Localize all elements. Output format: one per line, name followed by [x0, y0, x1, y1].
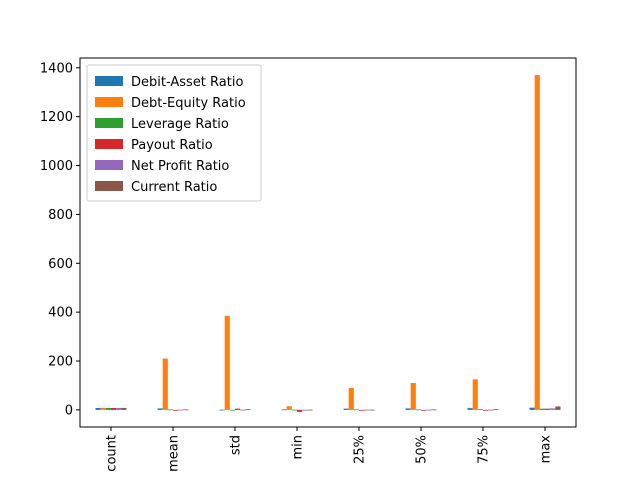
bar-net-profit-ratio-max: [550, 408, 556, 410]
legend-swatch-current-ratio: [95, 181, 123, 191]
legend-swatch-leverage-ratio: [95, 118, 123, 128]
y-tick-label: 0: [65, 403, 73, 418]
bar-debt-equity-ratio-75: [472, 379, 478, 410]
y-tick-label: 200: [48, 355, 73, 370]
bar-debt-equity-ratio-count: [100, 407, 106, 410]
bar-payout-ratio-std: [235, 408, 241, 410]
y-tick-label: 800: [48, 208, 73, 223]
bar-leverage-ratio-mean: [167, 409, 173, 411]
x-tick-label-50: 50%: [415, 435, 430, 464]
bar-net-profit-ratio-75: [488, 409, 494, 411]
legend: Debit-Asset Ratio Debt-Equity Ratio Levera…: [86, 64, 262, 202]
legend-frame: [86, 64, 262, 202]
bar-payout-ratio-min: [297, 409, 303, 412]
bar-debit-asset-ratio-count: [95, 407, 101, 410]
bar-net-profit-ratio-count: [116, 407, 122, 410]
bar-payout-ratio-25: [359, 409, 365, 411]
bar-current-ratio-25: [369, 409, 375, 411]
plot-frame: [79, 57, 577, 428]
bar-debt-equity-ratio-max: [534, 75, 540, 410]
bar-payout-ratio-max: [545, 408, 551, 410]
legend-label-debt-equity-ratio: Debt-Equity Ratio: [131, 96, 246, 111]
bar-debt-equity-ratio-mean: [162, 358, 168, 410]
bar-current-ratio-max: [555, 406, 561, 410]
legend-swatch-net-profit-ratio: [95, 160, 123, 170]
x-tick-label-max: max: [539, 435, 554, 464]
x-tick-label-count: count: [105, 435, 120, 472]
legend-label-debit-asset-ratio: Debit-Asset Ratio: [131, 75, 243, 90]
bar-leverage-ratio-std: [229, 409, 235, 411]
bar-payout-ratio-mean: [173, 409, 179, 411]
x-axis: count mean std min 25% 50% 75% max: [105, 427, 554, 472]
bar-leverage-ratio-max: [539, 408, 545, 410]
legend-swatch-debit-asset-ratio: [95, 76, 123, 86]
bar-debit-asset-ratio-50: [405, 408, 411, 410]
bar-current-ratio-min: [307, 409, 313, 411]
bar-leverage-ratio-50: [415, 409, 421, 411]
bar-debt-equity-ratio-std: [224, 315, 230, 410]
bars-layer: [95, 75, 561, 412]
legend-swatch-payout-ratio: [95, 139, 123, 149]
bar-current-ratio-mean: [183, 409, 189, 411]
bar-payout-ratio-75: [483, 409, 489, 411]
x-tick-label-min: min: [291, 435, 306, 460]
bar-debit-asset-ratio-min: [281, 409, 287, 411]
y-tick-label: 400: [48, 306, 73, 321]
y-tick-label: 1000: [40, 159, 73, 174]
bar-debt-equity-ratio-min: [286, 406, 292, 410]
x-tick-label-75: 75%: [477, 435, 492, 464]
y-tick-label: 1400: [40, 61, 73, 76]
bar-leverage-ratio-count: [105, 407, 111, 410]
y-axis: 0 200 400 600 800 1000 1200 1400: [40, 61, 80, 418]
legend-label-payout-ratio: Payout Ratio: [131, 138, 213, 153]
bar-debit-asset-ratio-75: [467, 408, 473, 410]
bar-current-ratio-count: [121, 407, 127, 410]
bar-net-profit-ratio-min: [302, 409, 308, 411]
bar-net-profit-ratio-std: [240, 409, 246, 411]
y-tick-label: 600: [48, 257, 73, 272]
x-tick-label-25: 25%: [353, 435, 368, 464]
bar-leverage-ratio-75: [477, 409, 483, 410]
bar-debt-equity-ratio-50: [410, 383, 416, 410]
legend-label-current-ratio: Current Ratio: [131, 180, 217, 195]
bar-debit-asset-ratio-mean: [157, 408, 163, 410]
bar-leverage-ratio-25: [353, 409, 359, 411]
legend-label-leverage-ratio: Leverage Ratio: [131, 117, 229, 132]
x-tick-label-mean: mean: [167, 435, 182, 472]
legend-swatch-debt-equity-ratio: [95, 97, 123, 107]
y-tick-label: 1200: [40, 110, 73, 125]
bar-debit-asset-ratio-std: [219, 409, 225, 411]
bar-debit-asset-ratio-max: [529, 407, 535, 410]
bar-payout-ratio-50: [421, 409, 427, 411]
bar-net-profit-ratio-25: [364, 409, 370, 411]
bar-net-profit-ratio-mean: [178, 409, 184, 411]
x-tick-label-std: std: [229, 435, 244, 455]
bar-current-ratio-std: [245, 409, 251, 410]
legend-label-net-profit-ratio: Net Profit Ratio: [131, 159, 229, 174]
bar-debit-asset-ratio-25: [343, 408, 349, 410]
bar-leverage-ratio-min: [291, 409, 297, 411]
bar-debt-equity-ratio-25: [348, 387, 354, 410]
bar-current-ratio-50: [431, 409, 437, 411]
bar-payout-ratio-count: [111, 407, 117, 410]
bar-current-ratio-75: [493, 409, 499, 410]
bar-net-profit-ratio-50: [426, 409, 432, 411]
